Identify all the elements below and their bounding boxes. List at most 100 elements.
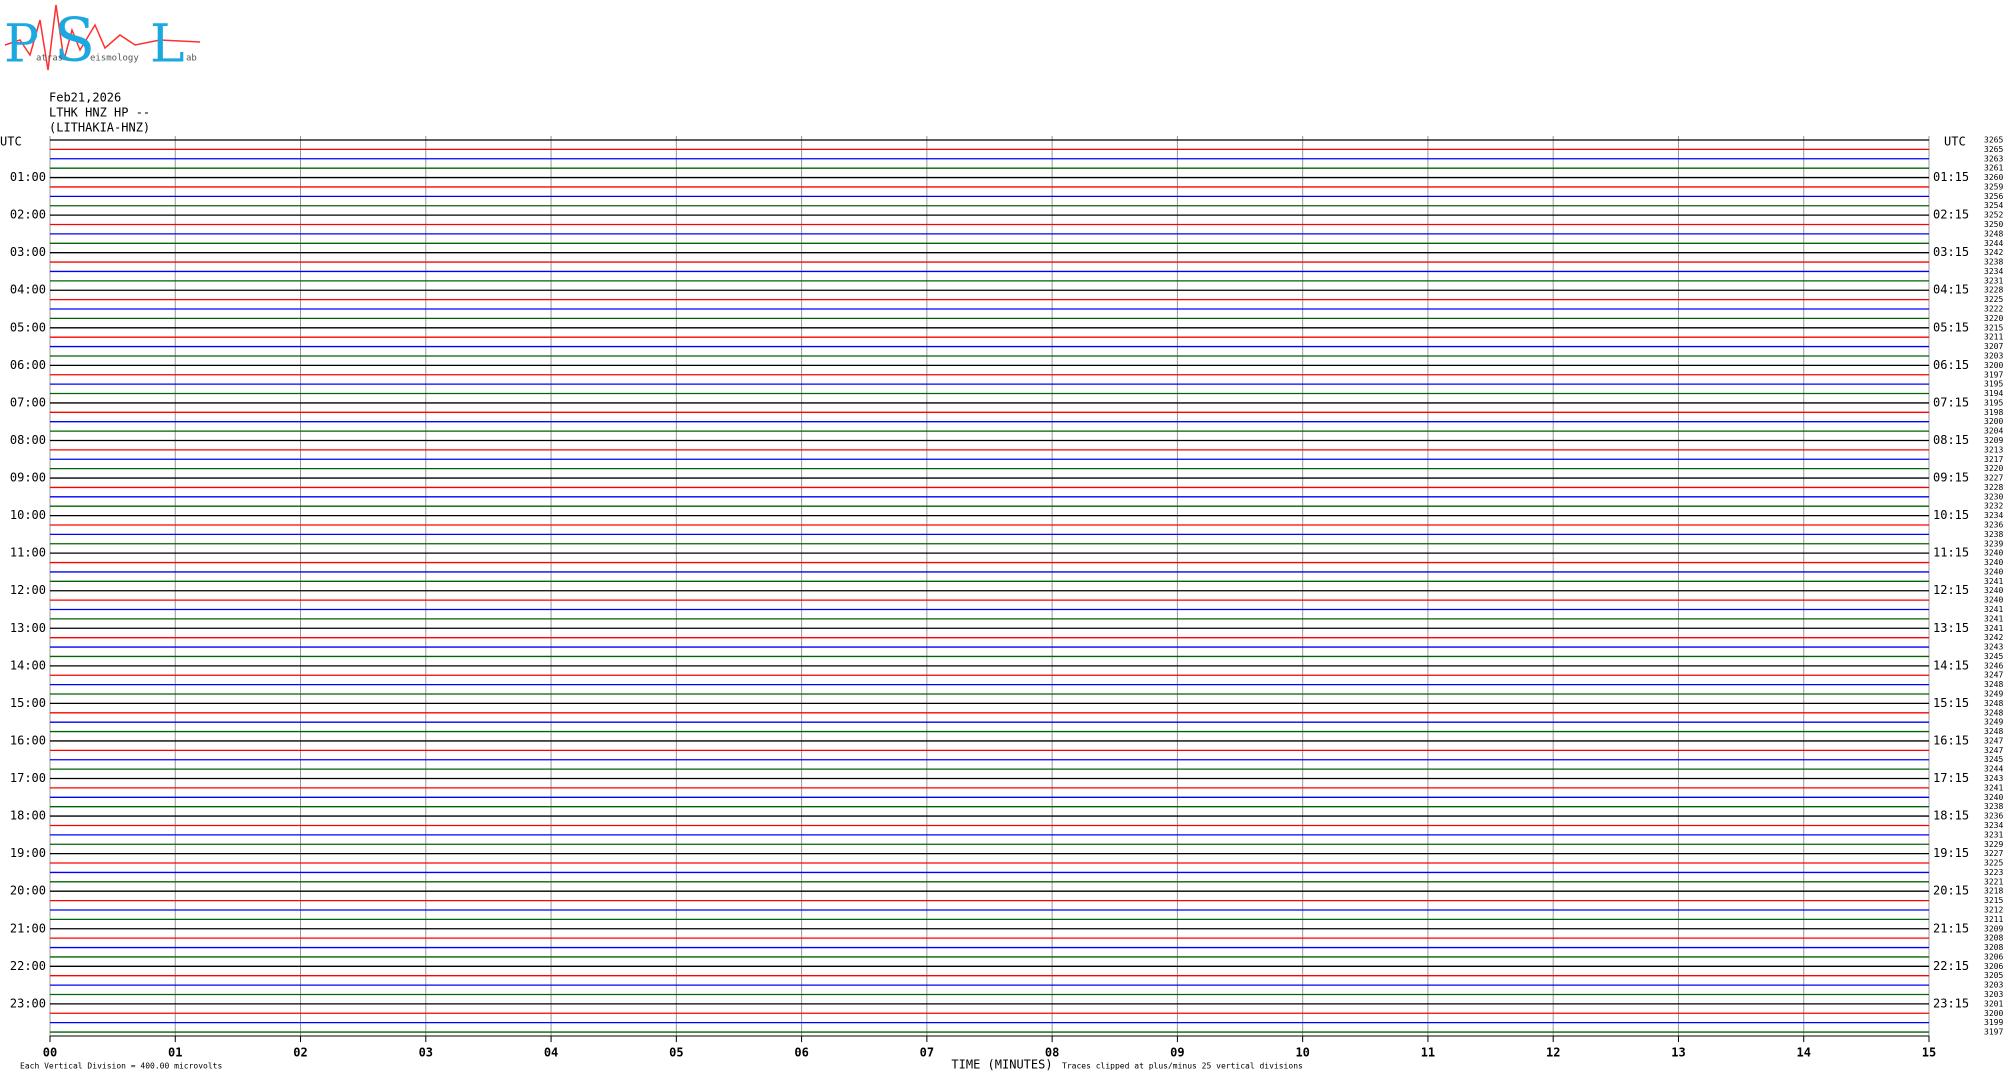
row-value: 3211 <box>1984 333 2003 342</box>
row-value: 3197 <box>1984 1028 2003 1037</box>
hour-label-right: 14:15 <box>1933 658 1969 672</box>
x-tick-label: 03 <box>419 1046 433 1060</box>
row-value: 3227 <box>1984 849 2003 858</box>
row-value: 3195 <box>1984 380 2003 389</box>
row-value: 3228 <box>1984 483 2003 492</box>
logo-word: atras <box>36 54 63 64</box>
row-value: 3240 <box>1984 586 2003 595</box>
x-tick-label: 07 <box>920 1046 934 1060</box>
hour-label: 02:00 <box>10 208 46 222</box>
hour-label-right: 18:15 <box>1933 809 1969 823</box>
hour-label: 14:00 <box>10 658 46 672</box>
row-value: 3250 <box>1984 220 2003 229</box>
hour-label: 15:00 <box>10 696 46 710</box>
hour-label: 05:00 <box>10 320 46 334</box>
row-value: 3236 <box>1984 812 2003 821</box>
row-value: 3205 <box>1984 971 2003 980</box>
row-value: 3248 <box>1984 699 2003 708</box>
row-value: 3242 <box>1984 633 2003 642</box>
row-value: 3229 <box>1984 840 2003 849</box>
hour-label-right: 03:15 <box>1933 245 1969 259</box>
row-value: 3249 <box>1984 690 2003 699</box>
row-value: 3215 <box>1984 896 2003 905</box>
row-value: 3241 <box>1984 624 2003 633</box>
hour-label: 22:00 <box>10 959 46 973</box>
row-value: 3206 <box>1984 962 2003 971</box>
hour-label: 11:00 <box>10 546 46 560</box>
row-value: 3248 <box>1984 229 2003 238</box>
row-value: 3245 <box>1984 755 2003 764</box>
hour-label-right: 04:15 <box>1933 283 1969 297</box>
row-value: 3234 <box>1984 821 2003 830</box>
row-value: 3220 <box>1984 464 2003 473</box>
hour-label: 23:00 <box>10 996 46 1010</box>
hour-label: 13:00 <box>10 621 46 635</box>
row-value: 3244 <box>1984 765 2003 774</box>
row-value: 3230 <box>1984 492 2003 501</box>
x-tick-label: 04 <box>544 1046 558 1060</box>
row-value: 3203 <box>1984 351 2003 360</box>
row-value: 3198 <box>1984 408 2003 417</box>
hour-label: 03:00 <box>10 245 46 259</box>
row-value: 3246 <box>1984 661 2003 670</box>
row-value: 3238 <box>1984 258 2003 267</box>
hour-label-right: 07:15 <box>1933 395 1969 409</box>
row-value: 3234 <box>1984 267 2003 276</box>
row-value: 3256 <box>1984 192 2003 201</box>
logo-letter: L <box>150 15 185 75</box>
row-value: 3240 <box>1984 793 2003 802</box>
row-value: 3234 <box>1984 511 2003 520</box>
x-tick-label: 12 <box>1546 1046 1560 1060</box>
hour-label-right: 21:15 <box>1933 921 1969 935</box>
row-value: 3254 <box>1984 201 2003 210</box>
hour-label: 19:00 <box>10 846 46 860</box>
hour-label: 07:00 <box>10 395 46 409</box>
date: Feb21,2026 <box>49 91 121 105</box>
hour-label: 10:00 <box>10 508 46 522</box>
x-tick-label: 10 <box>1295 1046 1309 1060</box>
hour-label-right: 08:15 <box>1933 433 1969 447</box>
row-value: 3203 <box>1984 990 2003 999</box>
row-value: 3225 <box>1984 859 2003 868</box>
row-value: 3240 <box>1984 549 2003 558</box>
row-value: 3200 <box>1984 361 2003 370</box>
row-value: 3221 <box>1984 877 2003 886</box>
hour-label: 06:00 <box>10 358 46 372</box>
row-value: 3231 <box>1984 830 2003 839</box>
hour-label: 08:00 <box>10 433 46 447</box>
x-tick-label: 02 <box>293 1046 307 1060</box>
row-value: 3240 <box>1984 558 2003 567</box>
logo-wave <box>4 4 201 71</box>
row-value: 3207 <box>1984 342 2003 351</box>
hour-label-right: 20:15 <box>1933 884 1969 898</box>
row-value: 3243 <box>1984 774 2003 783</box>
row-value: 3241 <box>1984 614 2003 623</box>
row-value: 3248 <box>1984 727 2003 736</box>
hour-label: 09:00 <box>10 471 46 485</box>
hour-label: 01:00 <box>10 170 46 184</box>
row-value: 3238 <box>1984 530 2003 539</box>
row-value: 3209 <box>1984 924 2003 933</box>
row-value: 3248 <box>1984 680 2003 689</box>
hour-label-right: 01:15 <box>1933 170 1969 184</box>
hour-label-right: 23:15 <box>1933 996 1969 1010</box>
row-value: 3247 <box>1984 746 2003 755</box>
hour-label-right: 13:15 <box>1933 621 1969 635</box>
row-value: 3223 <box>1984 868 2003 877</box>
row-value: 3238 <box>1984 802 2003 811</box>
hour-label-right: 17:15 <box>1933 771 1969 785</box>
x-tick-label: 00 <box>43 1046 57 1060</box>
row-value: 3265 <box>1984 136 2003 145</box>
hour-label-right: 06:15 <box>1933 358 1969 372</box>
row-value: 3240 <box>1984 567 2003 576</box>
logo-letter: S <box>54 6 95 76</box>
hour-label-right: 12:15 <box>1933 583 1969 597</box>
row-value: 3236 <box>1984 520 2003 529</box>
x-tick-label: 05 <box>669 1046 683 1060</box>
row-value: 3201 <box>1984 999 2003 1008</box>
hour-label: 20:00 <box>10 884 46 898</box>
x-tick-label: 13 <box>1671 1046 1685 1060</box>
x-tick-label: 06 <box>794 1046 808 1060</box>
station: LTHK HNZ HP -- <box>49 106 150 120</box>
row-value: 3195 <box>1984 398 2003 407</box>
